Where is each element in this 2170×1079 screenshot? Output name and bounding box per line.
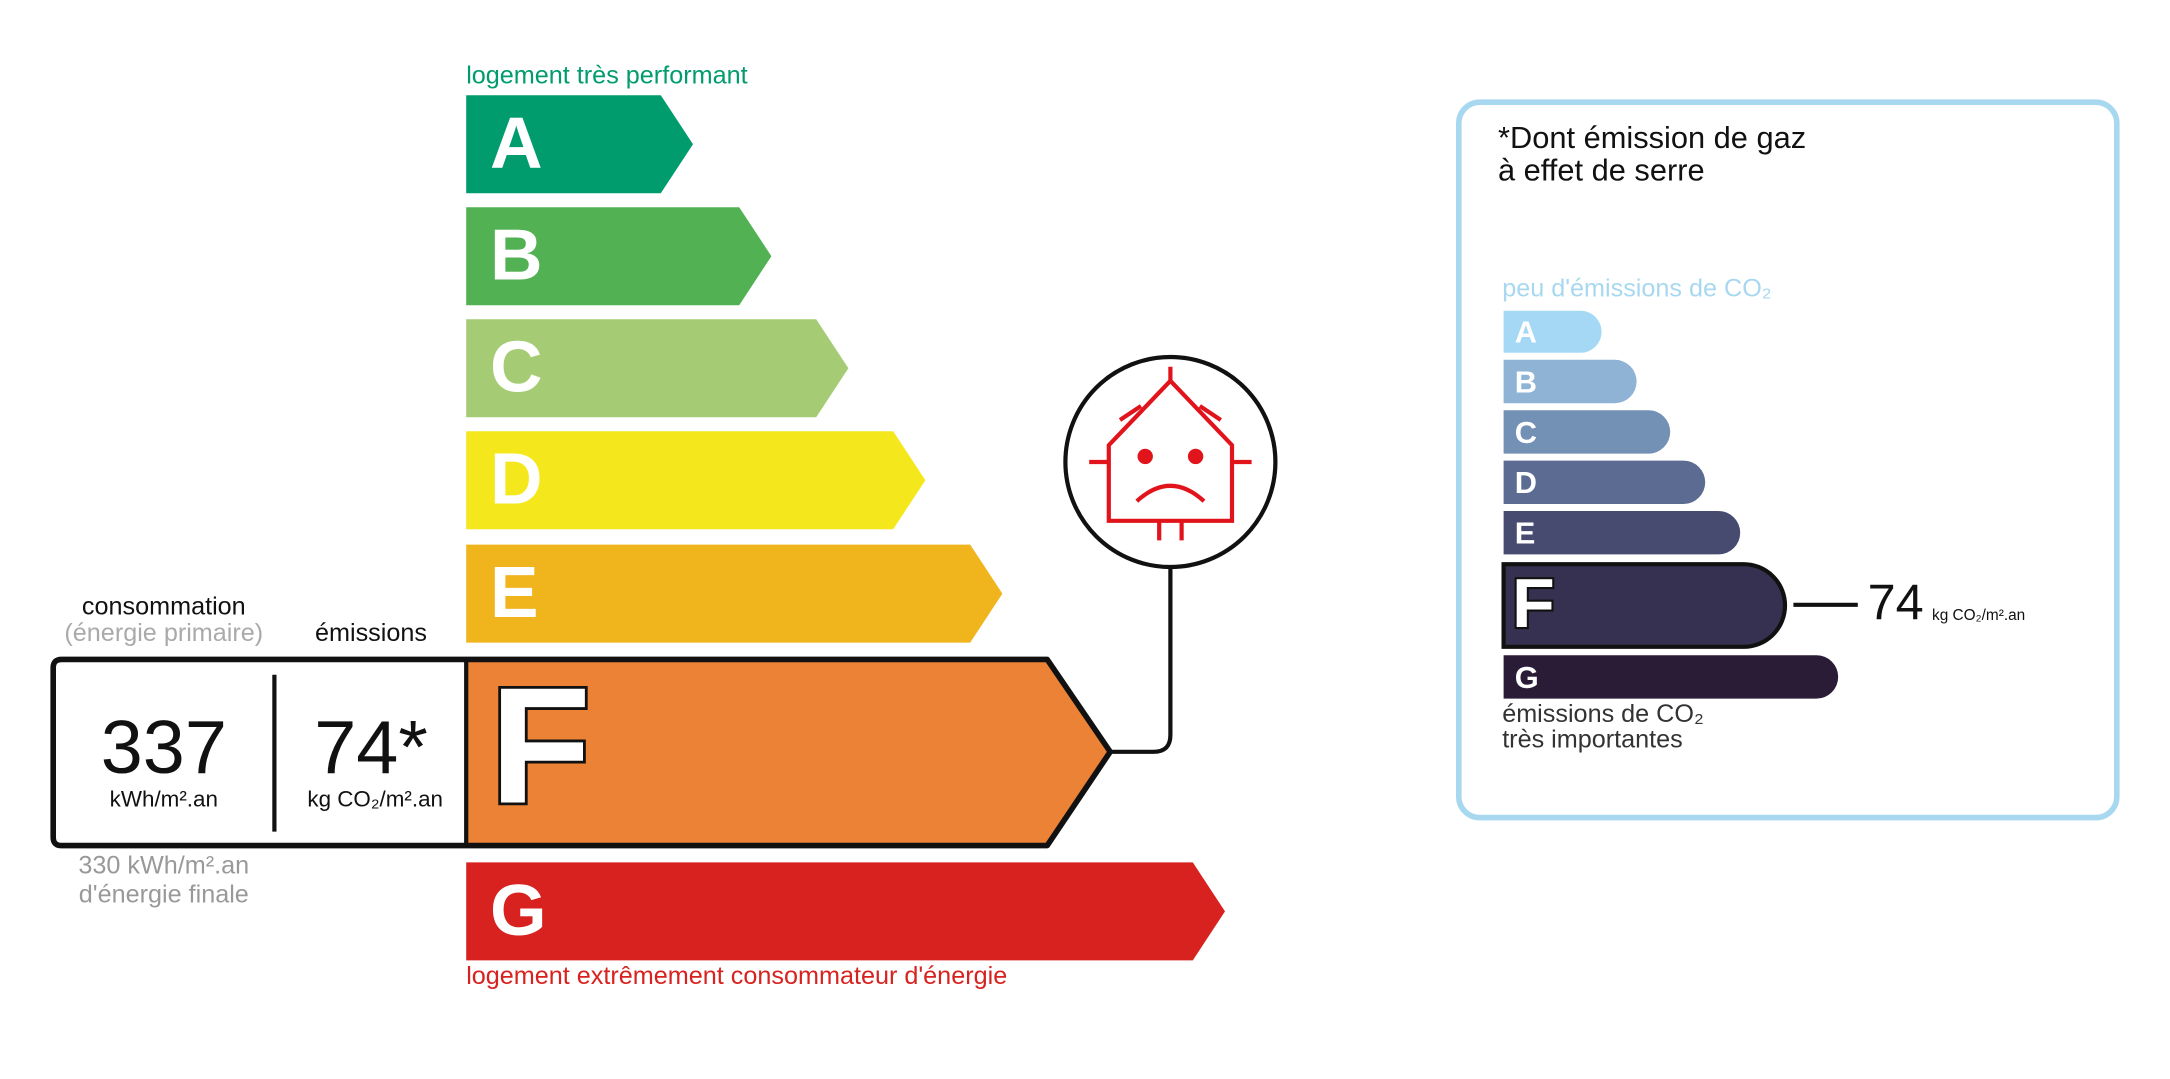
ges-bar (1503, 460, 1706, 505)
top-label: logement très performant (466, 62, 747, 90)
icon-circle (1063, 354, 1278, 570)
ges-bottom-label: très importantes (1502, 725, 1683, 753)
energy-bar (466, 544, 1003, 643)
consumption-header: consommation (82, 592, 246, 620)
bottom-label: logement extrêmement consommateur d'éner… (466, 962, 1007, 990)
ges-letter: C (1515, 415, 1537, 450)
energy-bar (466, 319, 849, 418)
ges-bar (1503, 359, 1637, 404)
energy-bar (466, 207, 772, 306)
final-energy-label: d'énergie finale (79, 881, 249, 909)
energy-letter: F (490, 653, 591, 838)
energy-letter: E (490, 552, 539, 633)
energy-letter: B (490, 215, 543, 296)
house-icon (1089, 366, 1252, 541)
ges-letter: F (1512, 564, 1555, 642)
energy-letter: D (490, 439, 543, 520)
energy-letter: C (490, 327, 543, 408)
ges-bar (1503, 511, 1741, 555)
ges-bar (1503, 410, 1671, 454)
ges-letter: A (1515, 315, 1537, 350)
ges-bar (1503, 655, 1839, 699)
ges-bottom-label: émissions de CO₂ (1502, 700, 1704, 728)
ges-bar (1503, 310, 1602, 353)
energy-letter: G (490, 870, 547, 951)
consumption-subheader: (énergie primaire) (64, 619, 263, 647)
energy-letter: A (490, 103, 543, 184)
emissions-unit: kg CO₂/m².an (307, 787, 443, 812)
consumption-unit: kWh/m².an (110, 787, 218, 812)
final-energy: 330 kWh/m².an (78, 851, 249, 879)
consumption-value: 337 (101, 706, 227, 790)
ges-title: *Dont émission de gaz (1498, 120, 1806, 155)
emissions-header: émissions (315, 619, 427, 647)
emissions-value: 74* (314, 706, 428, 790)
ges-letter: D (1515, 465, 1537, 500)
current-outline (50, 656, 1113, 849)
connector (1110, 567, 1173, 754)
ges-letter: G (1515, 660, 1539, 695)
energy-bar (466, 95, 693, 194)
value-box (53, 659, 467, 846)
ges-unit: kg CO₂/m².an (1932, 607, 2025, 624)
ges-letter: E (1515, 516, 1536, 551)
ges-top-label: peu d'émissions de CO₂ (1502, 274, 1771, 302)
ges-value: 74 (1868, 574, 1924, 631)
energy-bar (466, 862, 1225, 961)
ges-letter: B (1515, 364, 1537, 399)
energy-bar (466, 659, 1111, 846)
energy-bar (466, 431, 926, 530)
ges-bar (1501, 562, 1788, 649)
ges-title: à effet de serre (1498, 152, 1705, 187)
